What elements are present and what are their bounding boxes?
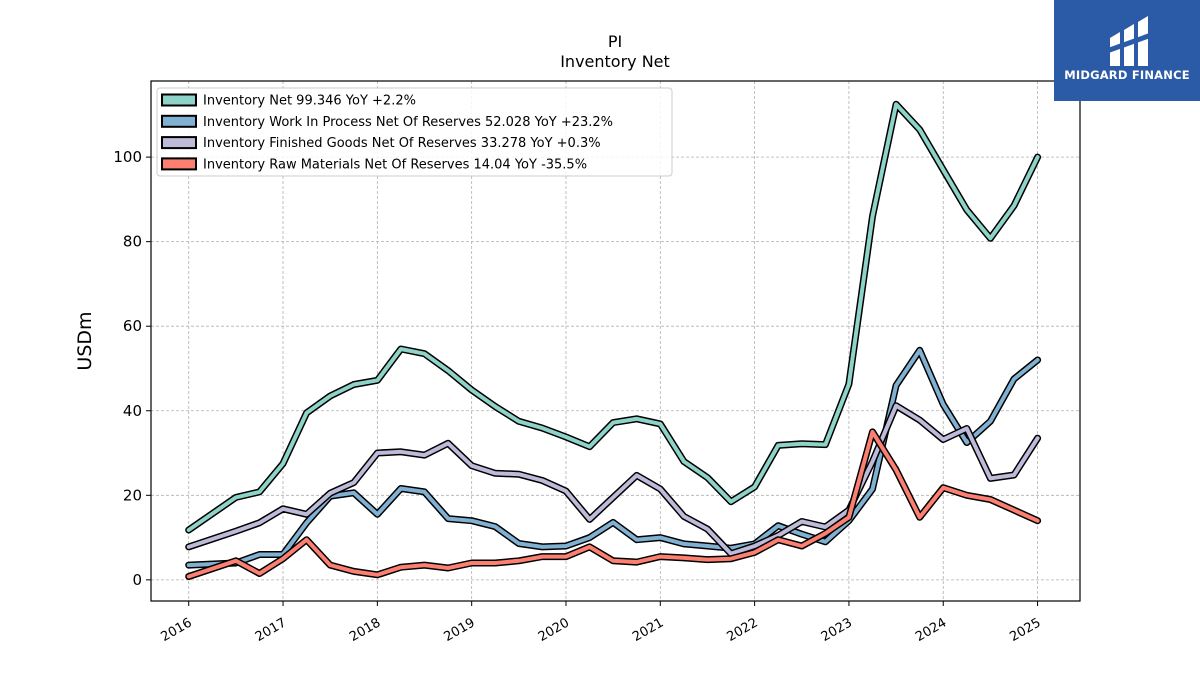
- legend-item: Inventory Net 99.346 YoY +2.2%: [161, 93, 416, 109]
- legend-swatch: [161, 136, 197, 150]
- legend-item: Inventory Work In Process Net Of Reserve…: [161, 114, 613, 130]
- x-tick-label: 2023: [819, 615, 855, 645]
- series-line-4: [185, 428, 1042, 580]
- midgard-logo: MIDGARD FINANCE: [1054, 0, 1200, 101]
- legend-swatch: [161, 157, 197, 171]
- series-line-1: [185, 100, 1042, 534]
- series-layer: [185, 100, 1042, 580]
- legend: Inventory Net 99.346 YoY +2.2% Inventory …: [156, 87, 673, 177]
- legend-box: [156, 87, 673, 177]
- y-tick-label: 60: [123, 317, 142, 335]
- y-tick-label: 40: [123, 402, 142, 420]
- x-tick-label: 2025: [1007, 615, 1043, 645]
- y-tick-label: 0: [132, 571, 142, 589]
- x-tick-label: 2021: [630, 615, 666, 645]
- midgard-logo-icon: [1103, 16, 1155, 66]
- y-tick-label: 80: [123, 233, 142, 251]
- chart-subtitle: Inventory Net: [560, 52, 670, 71]
- series-line-stroke: [186, 403, 1040, 556]
- midgard-logo-text: MIDGARD FINANCE: [1064, 68, 1190, 82]
- legend-swatch: [161, 114, 197, 128]
- y-tick-label: 20: [123, 486, 142, 504]
- x-tick-label: 2024: [913, 615, 949, 645]
- series-line-outline: [185, 346, 1042, 569]
- x-tick-label: 2016: [159, 615, 195, 645]
- series-line-stroke: [186, 429, 1040, 579]
- legend-item: Inventory Finished Goods Net Of Reserves…: [161, 136, 601, 151]
- legend-label: Inventory Finished Goods Net Of Reserves…: [203, 136, 601, 151]
- series-line-3: [185, 402, 1042, 558]
- y-tick-label: 100: [113, 148, 142, 166]
- x-tick-label: 2017: [253, 615, 289, 645]
- x-tick-label: 2019: [442, 615, 478, 645]
- legend-label: Inventory Raw Materials Net Of Reserves …: [203, 157, 587, 172]
- legend-label: Inventory Work In Process Net Of Reserve…: [203, 115, 613, 130]
- series-line-outline: [185, 402, 1042, 558]
- x-tick-label: 2022: [724, 615, 760, 645]
- legend-item: Inventory Raw Materials Net Of Reserves …: [161, 157, 587, 172]
- x-tick-label: 2018: [347, 615, 383, 645]
- y-axis: 0 20 40 60 80 100: [113, 148, 151, 589]
- series-line-stroke: [186, 348, 1040, 568]
- legend-swatch: [161, 93, 197, 107]
- series-line-stroke: [186, 102, 1040, 532]
- x-tick-label: 2020: [536, 615, 572, 645]
- x-axis: 2016 2017 2018 2019 2020 2021 2022 2023 2024 2025: [159, 601, 1044, 645]
- y-axis-label: USDm: [74, 311, 96, 370]
- legend-label: Inventory Net 99.346 YoY +2.2%: [203, 94, 416, 109]
- chart-title: PI: [608, 32, 622, 51]
- plot-frame: [150, 80, 1081, 602]
- series-line-2: [185, 346, 1042, 569]
